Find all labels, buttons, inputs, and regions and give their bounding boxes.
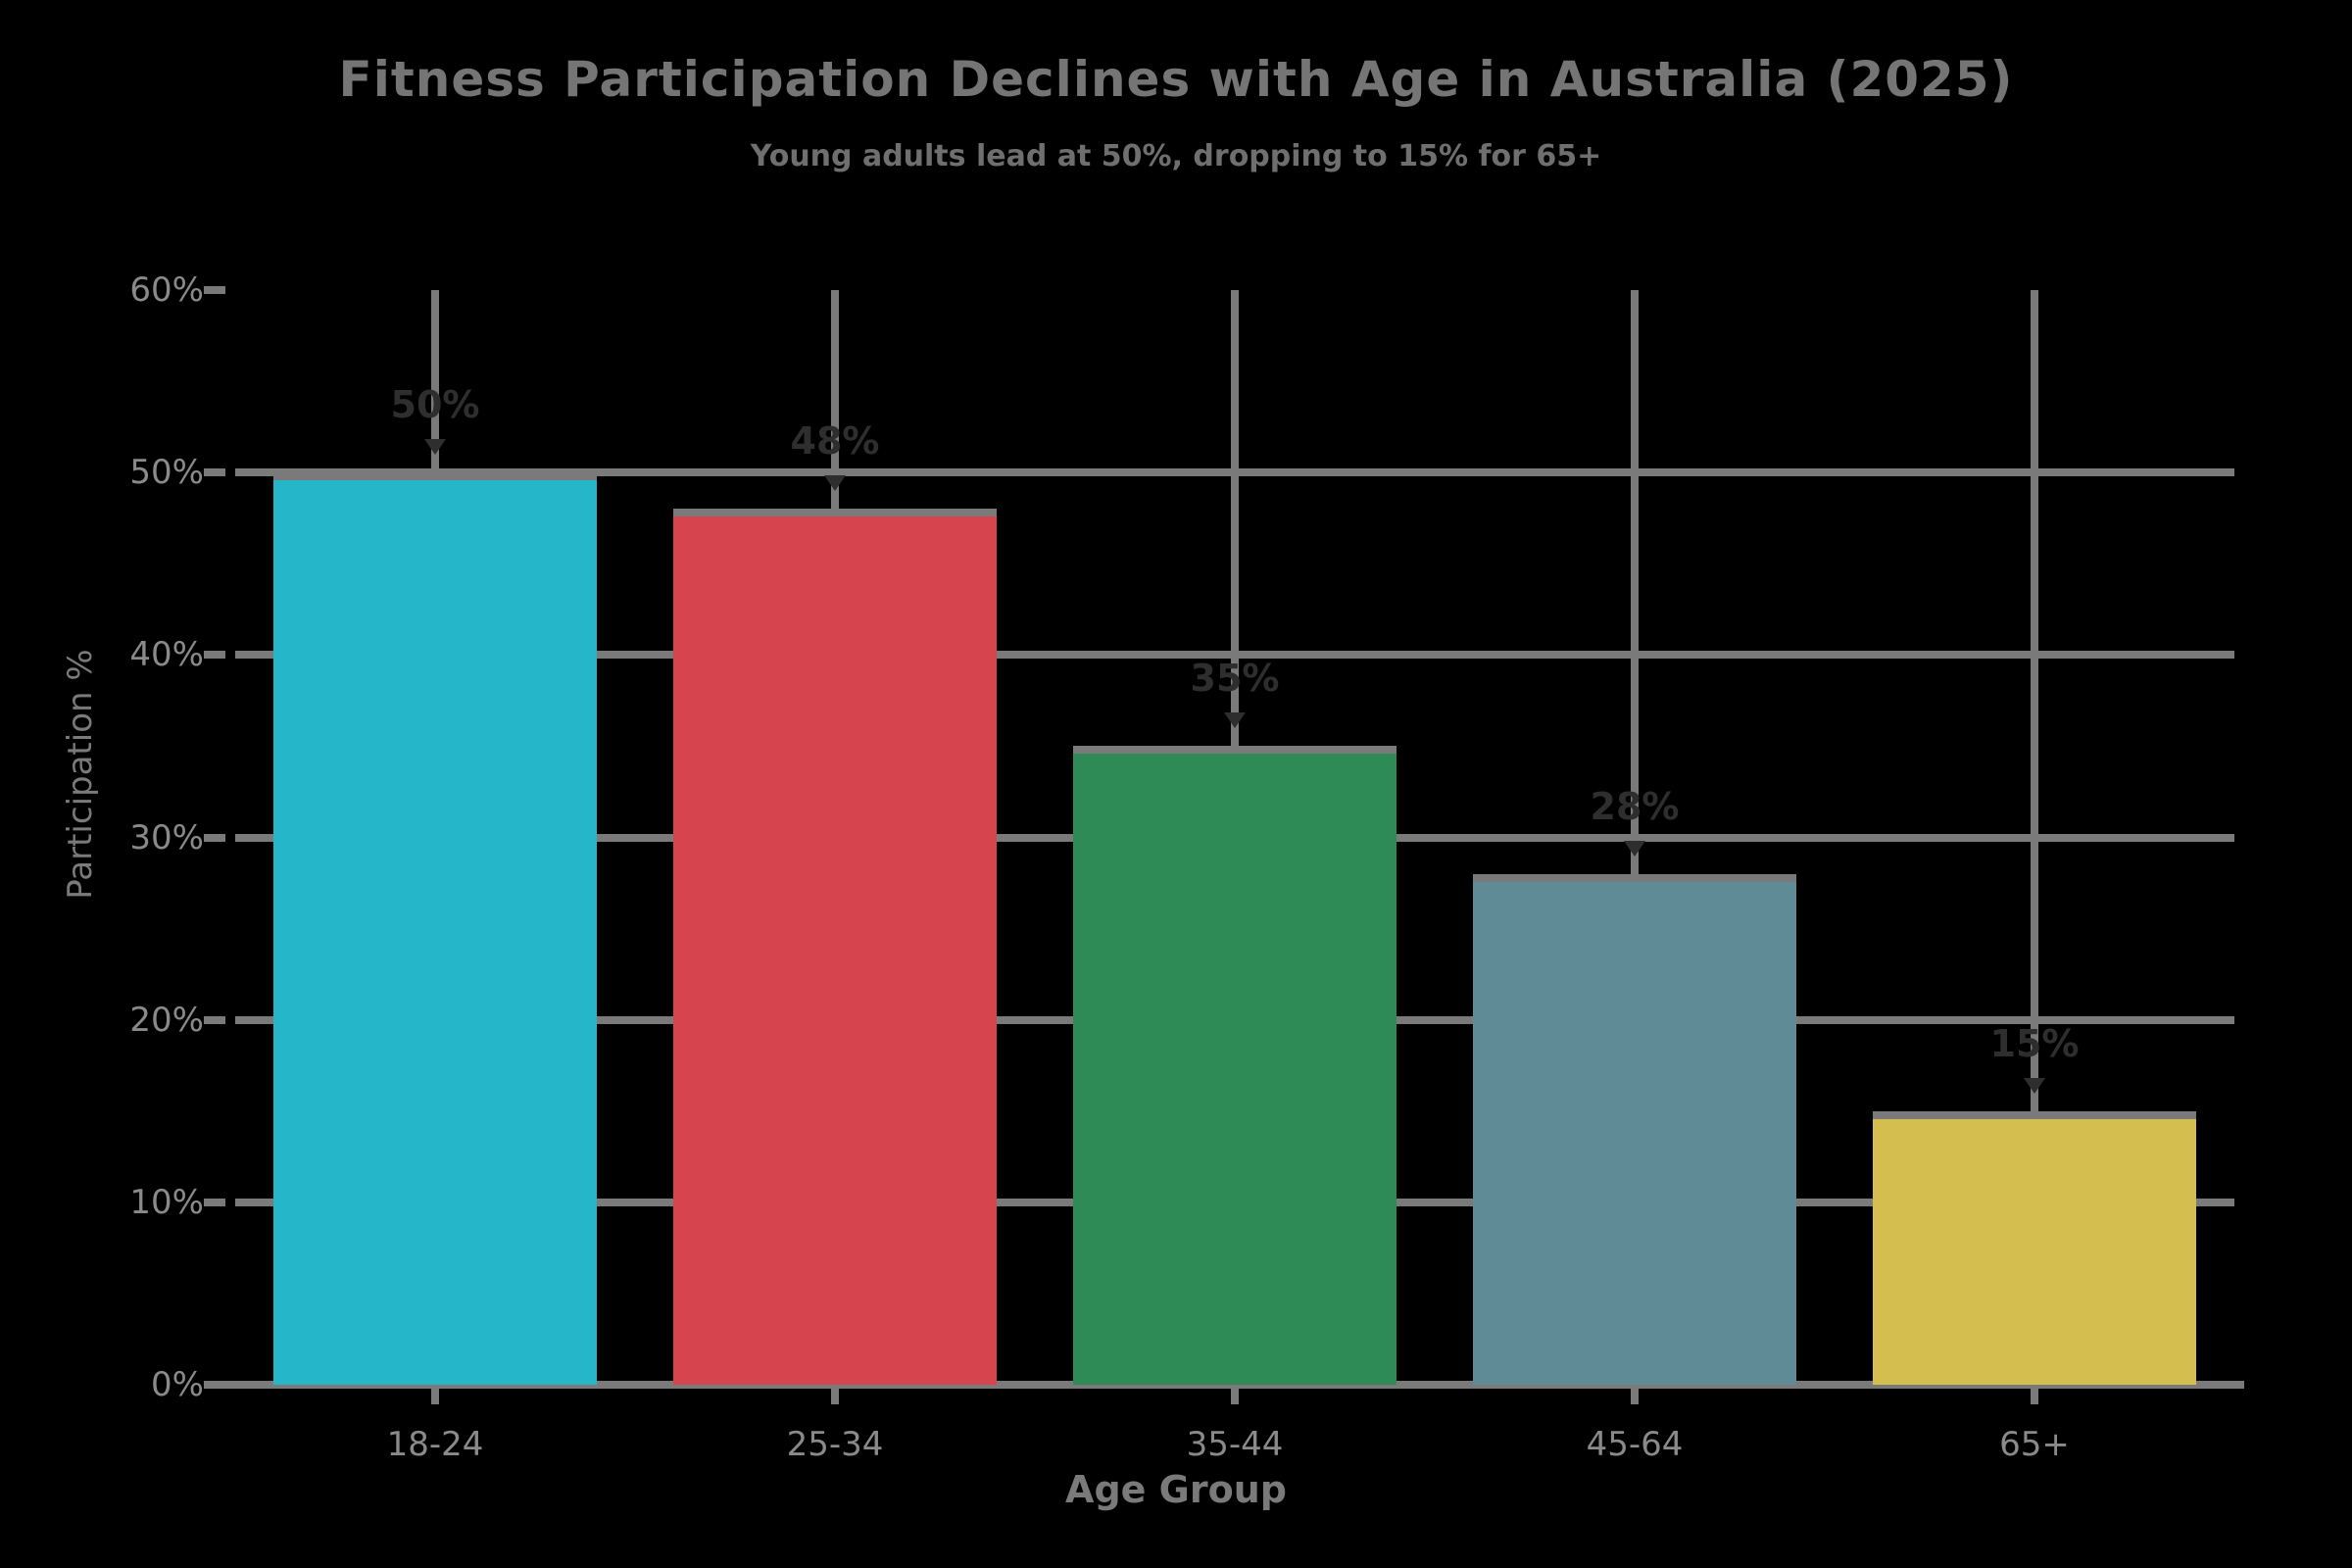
y-tick-label: 30% [129,817,204,858]
y-tick [204,468,225,477]
bar [1873,1110,2196,1385]
x-tick-label: 35-44 [1186,1425,1284,1464]
bar-value-label: 35% [1190,657,1280,701]
y-tick [204,651,225,660]
bar-value-arrow-icon [1624,840,1645,857]
plot-area: 0% 10% 20% 30% 40% 50% 60% 50% 18-24 48% 25-34 35% 3… [129,273,2244,1461]
x-tick [1231,1389,1239,1404]
chart-title: Fitness Participation Declines with Age … [338,51,2014,108]
bar-center-line [831,290,839,510]
y-tick-label: 10% [129,1182,204,1222]
y-tick-label: 60% [129,270,204,310]
x-axis-line [225,1381,2244,1389]
bar-value-label: 48% [790,419,880,464]
y-tick [204,286,225,294]
chart-subtitle: Young adults lead at 50%, dropping to 15… [750,139,1602,173]
bar-center-line [2031,290,2038,1111]
x-tick [831,1389,839,1404]
y-tick [204,1381,225,1389]
x-tick [2031,1389,2038,1404]
bar-value-arrow-icon [1224,712,1246,729]
y-tick [204,1198,225,1206]
y-tick [204,1015,225,1024]
y-tick [204,833,225,842]
x-tick-label: 45-64 [1586,1425,1684,1464]
x-tick-label: 18-24 [386,1425,484,1464]
bar-center-line [431,290,439,473]
y-tick-label: 0% [151,1365,204,1404]
y-tick-label: 20% [129,1000,204,1040]
bar-value-label: 50% [390,383,480,427]
bar-value-arrow-icon [424,439,446,456]
bar-center-line [1631,290,1639,874]
bar-value-arrow-icon [2024,1077,2045,1094]
bar [1073,746,1396,1385]
x-axis-label: Age Group [1065,1468,1287,1511]
x-tick-label: 25-34 [786,1425,884,1464]
bar [273,472,597,1385]
bar-value-arrow-icon [824,475,846,492]
bar [1473,873,1796,1385]
bar-value-label: 28% [1590,784,1680,828]
x-tick [1631,1389,1639,1404]
y-tick-label: 40% [129,635,204,675]
bar-center-line [1231,290,1239,747]
bar-value-label: 15% [1989,1021,2080,1065]
bar [673,509,997,1385]
y-axis-label: Participation % [61,649,100,900]
x-tick-label: 65+ [1999,1425,2070,1464]
y-tick-label: 50% [129,453,204,493]
x-tick [431,1389,439,1404]
